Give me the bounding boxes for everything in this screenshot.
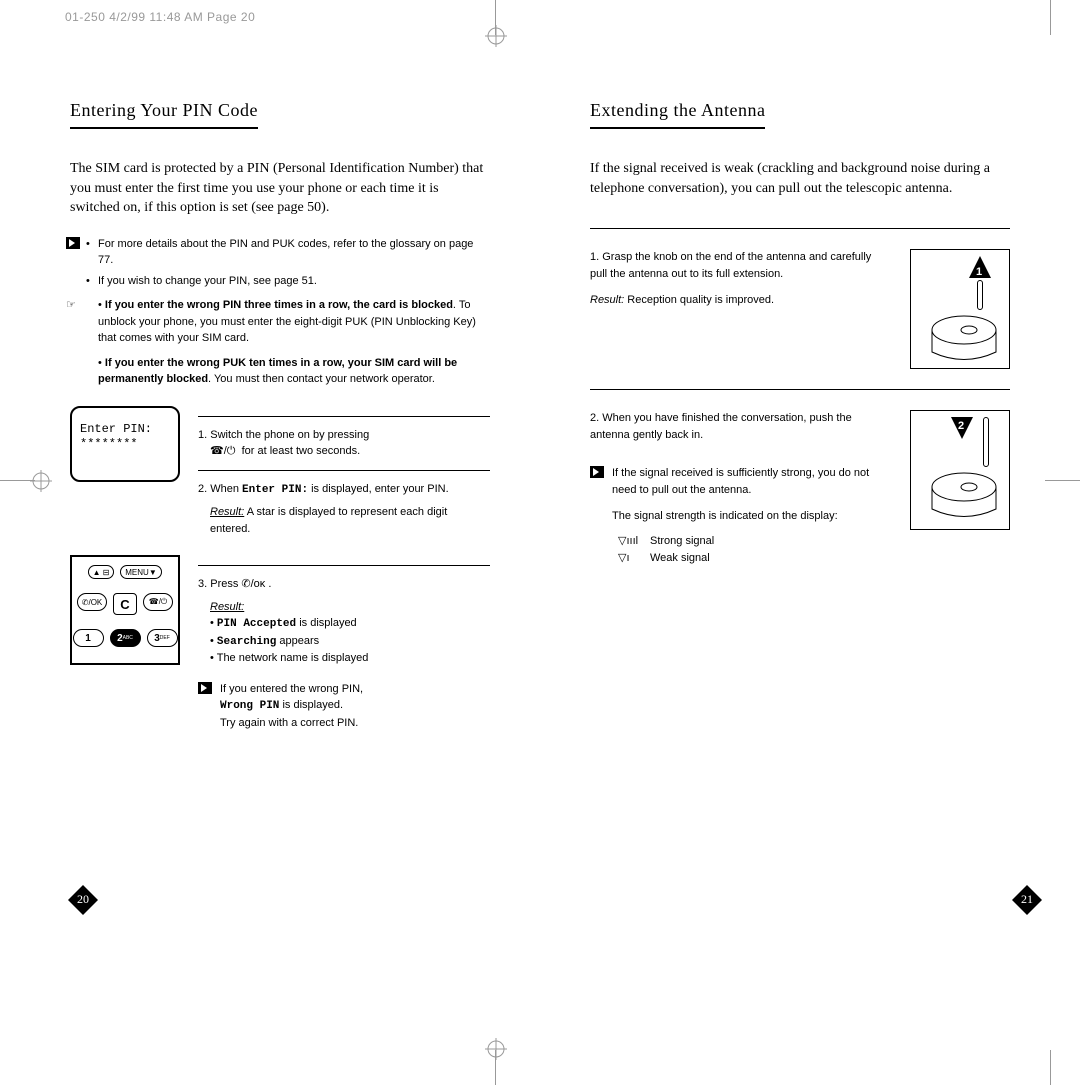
antenna-step-2: 2. When you have finished the conversati… [590, 410, 1010, 530]
print-header: 01-250 4/2/99 11:48 AM Page 20 [65, 10, 255, 24]
ok-button: ✆/OK [77, 593, 107, 611]
note-item: • For more details about the PIN and PUK… [70, 236, 490, 269]
warning-item: ☞ • If you enter the wrong PIN three tim… [70, 297, 490, 347]
menu-button: MENU ▼ [120, 565, 162, 579]
bullet: • [98, 299, 102, 311]
lcd-screen: Enter PIN: ******** [70, 406, 180, 482]
signal-note: If the signal received is sufficiently s… [590, 465, 890, 498]
step-2: 2. When Enter PIN: is displayed, enter y… [198, 481, 490, 499]
antenna-extend-illustration: 1 [910, 249, 1010, 369]
page-title: Entering Your PIN Code [70, 100, 258, 129]
warn-text: . You must then contact your network ope… [208, 373, 435, 385]
page-number-left: 20 [68, 885, 98, 915]
arrow-icon [66, 237, 80, 249]
up-button: ▲ ⊟ [88, 565, 114, 579]
step-3: 3. Press ✆/ᴏᴋ . [198, 576, 490, 593]
registration-mark [485, 25, 507, 47]
arrow-icon [198, 682, 212, 694]
phone-icon [929, 469, 999, 521]
note-text: For more details about the PIN and PUK c… [98, 238, 473, 267]
page-number-right: 21 [1012, 885, 1042, 915]
screen-line: Enter PIN: [80, 422, 170, 438]
step-result: Result: A star is displayed to repre­sen… [198, 504, 490, 537]
wrong-pin-note: If you entered the wrong PIN, Wrong PIN … [198, 681, 490, 732]
step-result: Result: • PIN Accepted is displayed • Se… [198, 599, 490, 667]
phone-keypad-illustration: ▲ ⊟ MENU ▼ ✆/OK C ☎/⏻ 1 2ABC 3DEF [70, 555, 180, 731]
step-text: 1. Switch the phone on by pressing ☎/⏻ f… [198, 406, 490, 538]
crop-mark [1050, 1050, 1051, 1085]
phone-icon [929, 312, 999, 364]
signal-strength-text: The signal strength is indicated on the … [590, 508, 890, 525]
intro-text: The SIM card is protected by a PIN (Pers… [70, 159, 490, 218]
warn-bold: If you enter the wrong PIN three times i… [105, 299, 453, 311]
bullet: • [86, 236, 90, 253]
key-2: 2ABC [110, 629, 141, 647]
key-1: 1 [73, 629, 104, 647]
step-text: 1. Grasp the knob on the end of the ante… [590, 249, 890, 282]
step-row: Enter PIN: ******** 1. Switch the phone … [70, 406, 490, 538]
bullet: • [86, 273, 90, 290]
c-button: C [113, 593, 137, 615]
signal-strong-icon: ▽ıııl [618, 534, 636, 547]
signal-strong-row: ▽ıııl Strong signal [590, 534, 1010, 547]
phone-screen-illustration: Enter PIN: ******** [70, 406, 180, 538]
step-text: 3. Press ✆/ᴏᴋ . Result: • PIN Accepted i… [198, 555, 490, 731]
bullet: • [98, 357, 102, 369]
left-page: Entering Your PIN Code The SIM card is p… [70, 100, 490, 731]
registration-mark [485, 1038, 507, 1060]
page-title: Extending the Antenna [590, 100, 765, 129]
step-result: Result: Reception quality is improved. [590, 292, 890, 309]
step-row: ▲ ⊟ MENU ▼ ✆/OK C ☎/⏻ 1 2ABC 3DEF 3. Press ✆/… [70, 555, 490, 731]
signal-label: Weak signal [650, 552, 710, 564]
arrow-icon [590, 466, 604, 478]
antenna-retract-illustration: 2 [910, 410, 1010, 530]
signal-weak-icon: ▽ı [618, 551, 636, 564]
warning-item: • If you enter the wrong PUK ten times i… [70, 355, 490, 388]
intro-text: If the signal received is weak (cracklin… [590, 159, 1010, 198]
note-item: • If you wish to change your PIN, see pa… [70, 273, 490, 290]
signal-label: Strong signal [650, 535, 714, 547]
power-button: ☎/⏻ [143, 593, 173, 611]
antenna-step-1: 1. Grasp the knob on the end of the ante… [590, 249, 1010, 369]
step-1: 1. Switch the phone on by pressing ☎/⏻ f… [198, 427, 490, 460]
hand-icon: ☞ [66, 297, 76, 314]
note-text: If you wish to change your PIN, see page… [98, 275, 317, 287]
step-text: 2. When you have finished the conversati… [590, 410, 890, 443]
crop-mark [1050, 0, 1051, 35]
key-3: 3DEF [147, 629, 178, 647]
signal-weak-row: ▽ı Weak signal [590, 551, 1010, 564]
screen-line: ******** [80, 437, 170, 453]
right-page: Extending the Antenna If the signal rece… [590, 100, 1010, 731]
